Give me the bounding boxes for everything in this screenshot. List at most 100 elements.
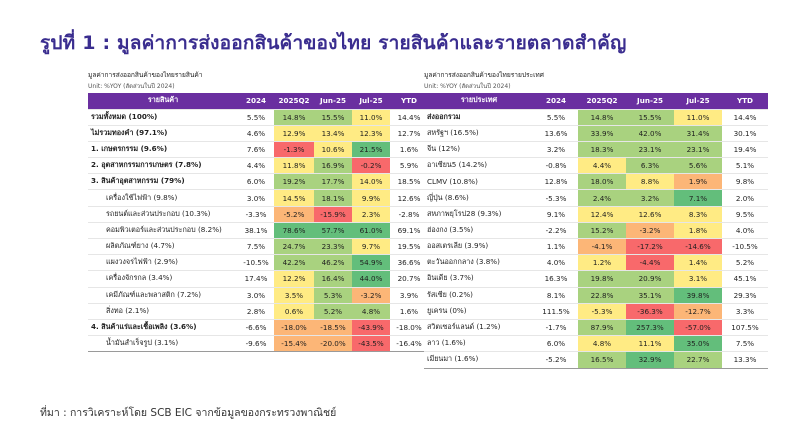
value-cell: 11.0% [352, 108, 390, 126]
value-cell: 1.6% [390, 302, 428, 320]
table-header-row: รายสินค้า 2024 2025Q2 Jun-25 Jul-25 YTD [88, 93, 428, 109]
value-cell: 33.9% [578, 124, 626, 142]
table-row: 1. เกษตรกรรม (9.6%) 7.6% -1.3% 10.6% 21.5% 1.… [88, 140, 428, 158]
value-cell: -2.2% [534, 221, 578, 239]
value-cell: 11.1% [626, 335, 674, 352]
row-label: สวิตเซอร์แลนด์ (1.2%) [424, 318, 534, 336]
value-cell: 30.1% [722, 124, 768, 142]
table-row: ออสเตรเลีย (3.9%) 1.1% -4.1% -17.2% -14.6% -1… [424, 237, 768, 255]
value-cell: 32.9% [626, 351, 674, 369]
value-cell: -5.2% [534, 351, 578, 369]
row-label: ฮ่องกง (3.5%) [424, 221, 534, 239]
value-cell: 23.1% [674, 140, 722, 158]
row-label: ลาว (1.6%) [424, 335, 534, 352]
value-cell: -2.8% [390, 205, 428, 223]
value-cell: -18.5% [314, 318, 352, 336]
row-label: 1. เกษตรกรรม (9.6%) [88, 140, 238, 158]
country-table-body: ส่งออกรวม 5.5% 14.8% 15.5% 11.0% 14.4% สหรัฐฯ … [424, 108, 768, 369]
value-cell: 78.6% [274, 221, 314, 239]
row-label: ญี่ปุ่น (8.6%) [424, 189, 534, 207]
value-cell: 111.5% [534, 302, 578, 320]
table-row: น้ำมันสำเร็จรูป (3.1%) -9.6% -15.4% -20.0% -… [88, 335, 428, 353]
column-header: Jun-25 [626, 93, 674, 109]
value-cell: 6.3% [626, 157, 674, 174]
value-cell: 7.1% [674, 189, 722, 207]
product-panel-title: มูลค่าการส่งออกสินค้าของไทยรายสินค้า [88, 71, 203, 79]
value-cell: 9.5% [722, 205, 768, 223]
value-cell: 2.4% [578, 189, 626, 207]
row-label: ตะวันออกกลาง (3.8%) [424, 254, 534, 271]
row-label: เมียนมา (1.6%) [424, 351, 534, 369]
value-cell: -18.0% [274, 318, 314, 336]
value-cell: 4.6% [238, 124, 274, 142]
value-cell: 18.3% [578, 140, 626, 158]
value-cell: 2.8% [238, 302, 274, 320]
value-cell: -5.3% [534, 189, 578, 207]
value-cell: -3.2% [352, 286, 390, 304]
value-cell: 16.9% [314, 157, 352, 174]
table-row: 4. สินค้าแร่และเชื้อเพลิง (3.6%) -6.6% -18… [88, 318, 428, 336]
value-cell: 15.5% [626, 108, 674, 126]
country-unit-label: Unit: %YOY (สัดส่วนในปี 2024) [424, 83, 511, 90]
value-cell: 14.5% [274, 189, 314, 207]
column-header: Jul-25 [352, 93, 390, 109]
table-row: ตะวันออกกลาง (3.8%) 4.0% 1.2% -4.4% 1.4% 5.2% [424, 254, 768, 271]
value-cell: 42.0% [626, 124, 674, 142]
value-cell: 12.8% [534, 173, 578, 190]
row-label: ผลิตภัณฑ์ยาง (4.7%) [88, 237, 238, 255]
value-cell: 14.8% [578, 108, 626, 126]
table-row: อาเซียน5 (14.2%) -0.8% 4.4% 6.3% 5.6% 5.1% [424, 157, 768, 174]
value-cell: -10.5% [238, 254, 274, 271]
table-row: แผงวงจรไฟฟ้า (2.9%) -10.5% 42.2% 46.2% 54.9%… [88, 254, 428, 271]
value-cell: 6.0% [534, 335, 578, 352]
value-cell: 1.8% [674, 221, 722, 239]
table-row: ไม่รวมทองคำ (97.1%) 4.6% 12.9% 13.4% 12.3% 12… [88, 124, 428, 142]
column-header: รายสินค้า [88, 93, 238, 109]
row-label: ยูเครน (0%) [424, 302, 534, 320]
value-cell: 12.4% [578, 205, 626, 223]
value-cell: 35.1% [626, 286, 674, 304]
table-row: คอมพิวเตอร์และส่วนประกอบ (8.2%) 38.1% 78.6… [88, 221, 428, 239]
value-cell: -36.3% [626, 302, 674, 320]
table-row: ญี่ปุ่น (8.6%) -5.3% 2.4% 3.2% 7.1% 2.0% [424, 189, 768, 207]
value-cell: 2.0% [722, 189, 768, 207]
value-cell: 42.2% [274, 254, 314, 271]
value-cell: 9.1% [534, 205, 578, 223]
value-cell: -18.0% [390, 318, 428, 336]
value-cell: 23.1% [626, 140, 674, 158]
value-cell: 54.9% [352, 254, 390, 271]
value-cell: 2.3% [352, 205, 390, 223]
value-cell: 1.4% [674, 254, 722, 271]
product-unit-label: Unit: %YOY (สัดส่วนในปี 2024) [88, 83, 175, 90]
value-cell: 9.7% [352, 237, 390, 255]
value-cell: 10.6% [314, 140, 352, 158]
row-label: รถยนต์และส่วนประกอบ (10.3%) [88, 205, 238, 223]
table-row: ยูเครน (0%) 111.5% -5.3% -36.3% -12.7% 3.3% [424, 302, 768, 320]
value-cell: 5.3% [314, 286, 352, 304]
value-cell: 1.1% [534, 237, 578, 255]
value-cell: 5.5% [238, 108, 274, 126]
value-cell: 9.9% [352, 189, 390, 207]
column-header: 2025Q2 [274, 93, 314, 109]
value-cell: 87.9% [578, 318, 626, 336]
table-row: สิ่งทอ (2.1%) 2.8% 0.6% 5.2% 4.8% 1.6% [88, 302, 428, 320]
value-cell: -20.0% [314, 335, 352, 353]
value-cell: 13.6% [534, 124, 578, 142]
value-cell: -3.2% [626, 221, 674, 239]
value-cell: 12.6% [390, 189, 428, 207]
row-label: ออสเตรเลีย (3.9%) [424, 237, 534, 255]
value-cell: 20.7% [390, 270, 428, 288]
value-cell: -4.4% [626, 254, 674, 271]
value-cell: 5.2% [722, 254, 768, 271]
row-label: เคมีภัณฑ์และพลาสติก (7.2%) [88, 286, 238, 304]
country-export-panel: มูลค่าการส่งออกสินค้าของไทยรายประเทศ Uni… [424, 70, 768, 369]
value-cell: 12.9% [274, 124, 314, 142]
value-cell: -5.2% [274, 205, 314, 223]
value-cell: 4.0% [722, 221, 768, 239]
row-label: CLMV (10.8%) [424, 173, 534, 190]
value-cell: 38.1% [238, 221, 274, 239]
value-cell: 7.5% [238, 237, 274, 255]
value-cell: 11.0% [674, 108, 722, 126]
row-label: สิ่งทอ (2.1%) [88, 302, 238, 320]
table-row: สวิตเซอร์แลนด์ (1.2%) -1.7% 87.9% 257.3% -57… [424, 318, 768, 336]
